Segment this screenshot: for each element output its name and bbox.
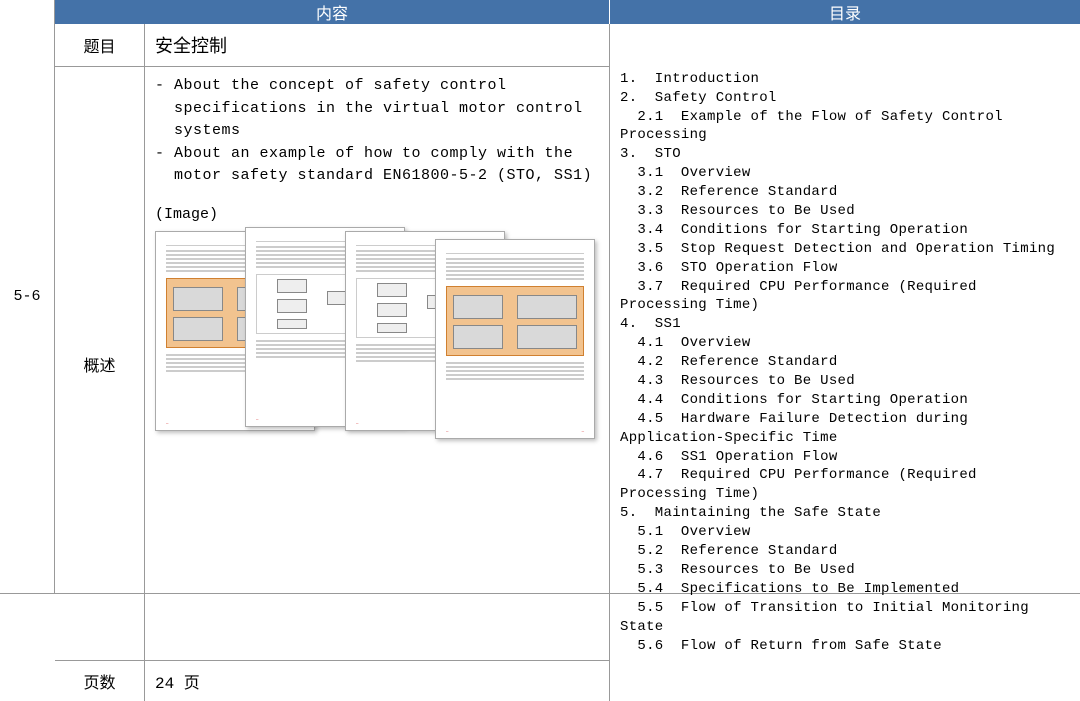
pages-value: 24 页 — [145, 661, 609, 701]
image-label: (Image) — [155, 206, 599, 223]
doc-thumb: —— — [435, 239, 595, 439]
bullet-line: systems — [155, 120, 599, 143]
header-toc: 目录 — [610, 0, 1080, 24]
title-value: 安全控制 — [145, 24, 609, 66]
main-content: 内容 目录 题目 安全控制 概述 - About the concept of … — [55, 0, 1080, 593]
bullet-line: - About the concept of safety control — [155, 75, 599, 98]
bullet-line: - About an example of how to comply with… — [155, 143, 599, 166]
title-row: 题目 安全控制 — [55, 24, 609, 67]
document-table: 5-6 内容 目录 题目 安全控制 概述 - About the concept… — [0, 0, 1080, 594]
overview-row: 概述 - About the concept of safety control… — [55, 67, 609, 661]
chapter-number-cell: 5-6 — [0, 0, 55, 593]
content-column: 题目 安全控制 概述 - About the concept of safety… — [55, 24, 610, 701]
chapter-number: 5-6 — [13, 288, 40, 305]
overview-bullets: - About the concept of safety control sp… — [155, 75, 599, 188]
title-label: 题目 — [55, 24, 145, 66]
body-row: 题目 安全控制 概述 - About the concept of safety… — [55, 24, 1080, 701]
header-row: 内容 目录 — [55, 0, 1080, 24]
toc-text: 1. Introduction 2. Safety Control 2.1 Ex… — [620, 70, 1068, 656]
pages-row: 页数 24 页 — [55, 661, 609, 701]
document-thumbnails: ———————— — [155, 227, 599, 437]
toc-column: 1. Introduction 2. Safety Control 2.1 Ex… — [610, 24, 1080, 701]
overview-label: 概述 — [55, 67, 145, 660]
overview-value: - About the concept of safety control sp… — [145, 67, 609, 660]
header-content: 内容 — [55, 0, 610, 24]
pages-label: 页数 — [55, 661, 145, 701]
bullet-line: specifications in the virtual motor cont… — [155, 98, 599, 121]
bullet-line: motor safety standard EN61800-5-2 (STO, … — [155, 165, 599, 188]
